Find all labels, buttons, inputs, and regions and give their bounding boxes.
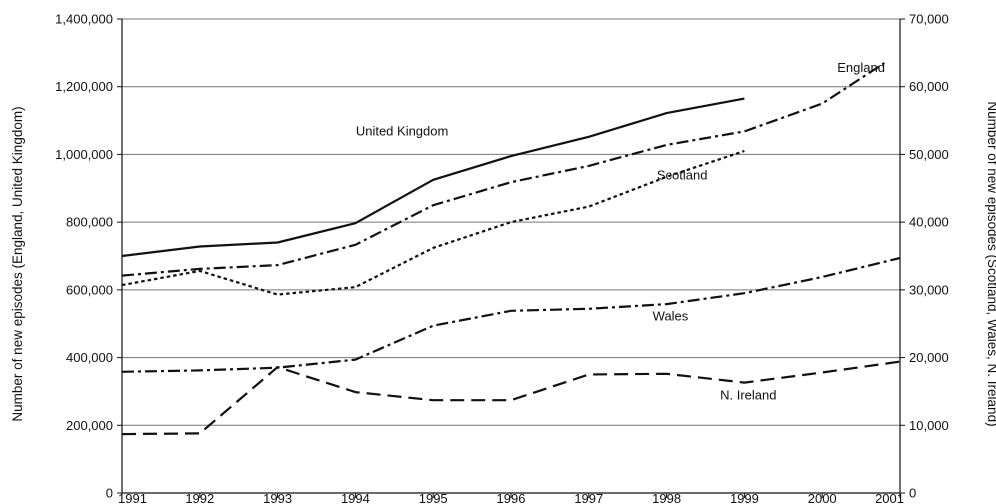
- x-tick-label: 2000: [808, 491, 837, 504]
- y-tick-label-right: 50,000: [909, 147, 949, 162]
- x-tick-label: 1992: [185, 491, 214, 504]
- y-tick-label-left: 600,000: [66, 282, 113, 297]
- series-line-scotland: [121, 149, 745, 296]
- axes: [117, 18, 905, 498]
- y-axis-right-title: Number of new episodes (Scotland, Wales,…: [985, 101, 996, 426]
- series-label-united-kingdom: United Kingdom: [356, 123, 449, 138]
- series-label-england: England: [837, 60, 885, 75]
- y-tick-label-right: 40,000: [909, 215, 949, 230]
- series-label-wales: Wales: [653, 308, 689, 323]
- x-tick-label: 1997: [574, 491, 603, 504]
- x-tick-label: 1999: [730, 491, 759, 504]
- series-line-wales: [121, 256, 901, 373]
- y-tick-label-right: 60,000: [909, 79, 949, 94]
- y-tick-label-right: 20,000: [909, 350, 949, 365]
- x-tick-label: 1993: [263, 491, 292, 504]
- series-line-united-kingdom: [121, 97, 745, 258]
- series-label-scotland: Scotland: [657, 167, 708, 182]
- y-tick-label-left: 0: [106, 486, 113, 501]
- x-tick-label: 1996: [497, 491, 526, 504]
- y-tick-label-left: 400,000: [66, 350, 113, 365]
- y-tick-label-left: 1,000,000: [55, 147, 113, 162]
- y-tick-label-right: 10,000: [909, 418, 949, 433]
- series-lines: [121, 62, 901, 436]
- series-line-england: [121, 62, 886, 277]
- gridlines: [122, 18, 900, 426]
- y-tick-label-right: 0: [909, 486, 916, 501]
- series-labels: United Kingdom England Scotland Wales N. Ire…: [356, 60, 885, 403]
- series-label-n-ireland: N. Ireland: [720, 388, 776, 403]
- x-tick-label: 1994: [341, 491, 370, 504]
- y-tick-label-left: 800,000: [66, 215, 113, 230]
- x-tick-label: 1991: [118, 491, 147, 504]
- y-tick-label-left: 200,000: [66, 418, 113, 433]
- y-tick-label-right: 30,000: [909, 282, 949, 297]
- x-tick-label: 2001: [875, 491, 904, 504]
- x-tick-label: 1995: [419, 491, 448, 504]
- tick-labels: 0 200,000 400,000 600,000 800,000 1,000,000 1,…: [55, 12, 949, 504]
- x-tick-label: 1998: [652, 491, 681, 504]
- y-tick-label-right: 70,000: [909, 12, 949, 27]
- series-line-n-ireland: [121, 360, 901, 436]
- y-axis-left-title: Number of new episodes (England, United …: [10, 106, 25, 421]
- y-tick-label-left: 1,200,000: [55, 79, 113, 94]
- y-tick-label-left: 1,400,000: [55, 12, 113, 27]
